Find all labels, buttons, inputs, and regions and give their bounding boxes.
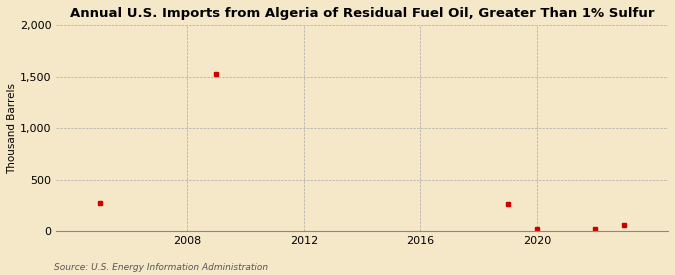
Y-axis label: Thousand Barrels: Thousand Barrels	[7, 83, 17, 174]
Title: Annual U.S. Imports from Algeria of Residual Fuel Oil, Greater Than 1% Sulfur: Annual U.S. Imports from Algeria of Resi…	[70, 7, 654, 20]
Text: Source: U.S. Energy Information Administration: Source: U.S. Energy Information Administ…	[54, 263, 268, 272]
